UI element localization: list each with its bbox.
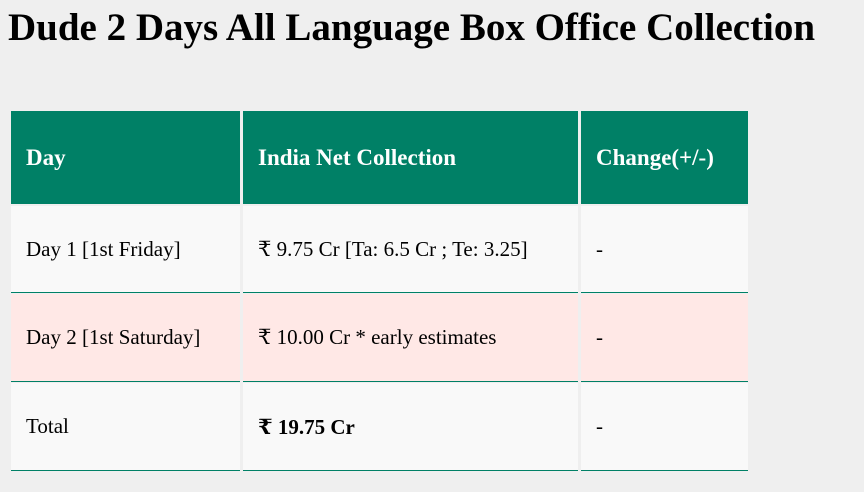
row-2-collection: ₹ 10.00 Cr * early estimates (243, 294, 578, 382)
row-1-day: Day 1 [1st Friday] (11, 206, 240, 293)
row-1-change: - (581, 206, 748, 293)
header-day: Day (11, 111, 240, 204)
row-1-collection: ₹ 9.75 Cr [Ta: 6.5 Cr ; Te: 3.25] (243, 206, 578, 293)
total-collection: ₹ 19.75 Cr (243, 383, 578, 471)
row-2-change: - (581, 294, 748, 382)
total-change: - (581, 383, 748, 471)
page-title: Dude 2 Days All Language Box Office Coll… (8, 6, 816, 49)
row-2-day: Day 2 [1st Saturday] (11, 294, 240, 382)
header-india-net-collection: India Net Collection (243, 111, 578, 204)
total-label: Total (11, 383, 240, 471)
header-change: Change(+/-) (581, 111, 748, 204)
